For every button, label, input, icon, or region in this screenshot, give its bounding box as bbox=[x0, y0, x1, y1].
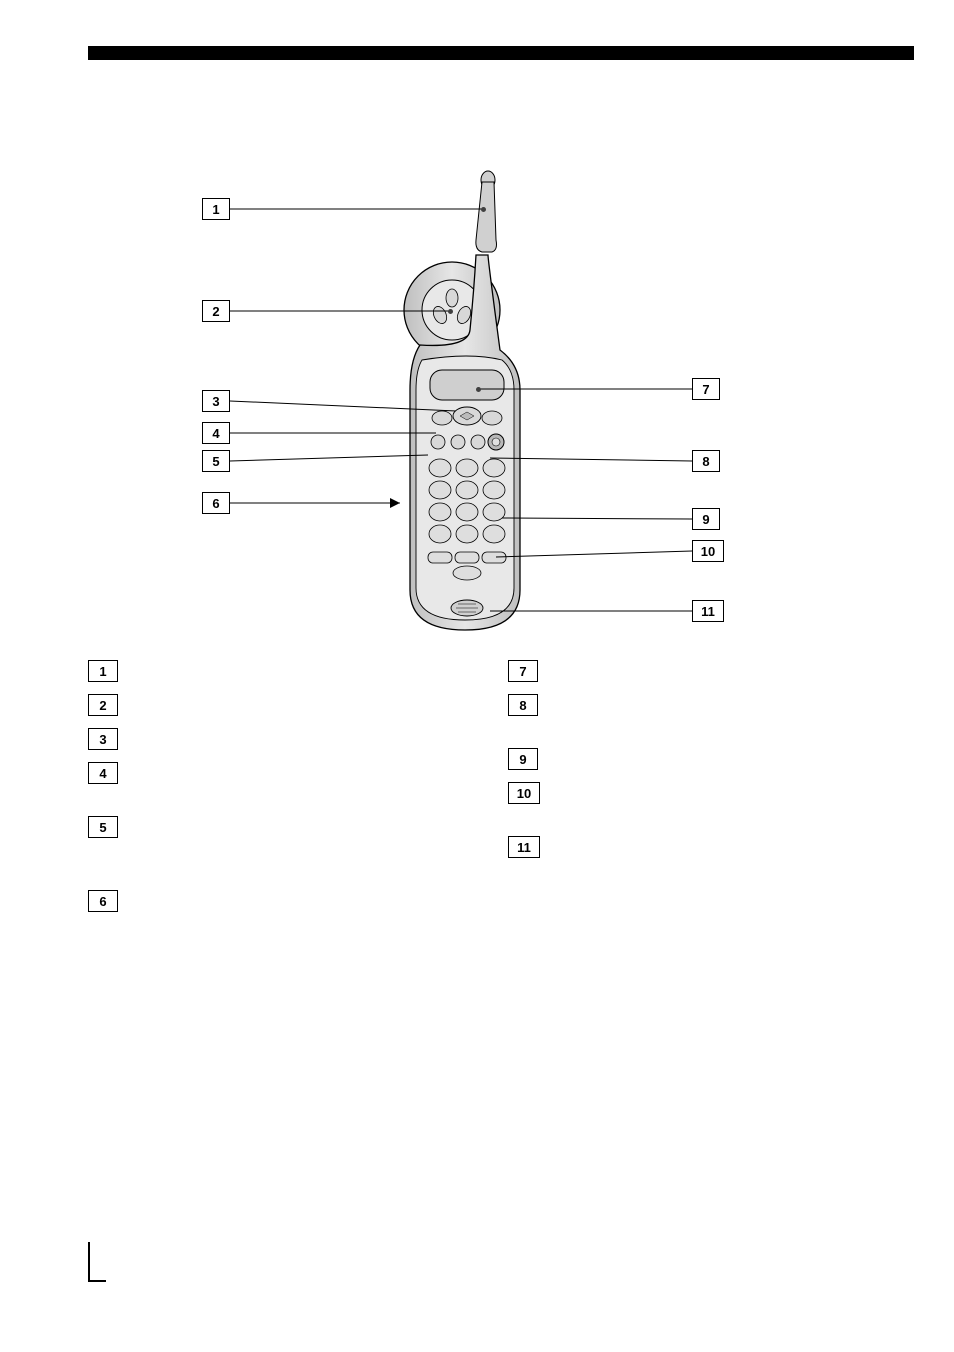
legend-item-5: 5 bbox=[88, 816, 468, 880]
callout-box-3: 3 bbox=[202, 390, 230, 412]
legend-number-5: 5 bbox=[88, 816, 118, 838]
legend-column-right: 7 8 9 10 11 bbox=[508, 660, 888, 924]
callout-arrow-6 bbox=[390, 498, 400, 508]
legend-number-6: 6 bbox=[88, 890, 118, 912]
legend-item-4: 4 bbox=[88, 762, 468, 806]
legend-number-9: 9 bbox=[508, 748, 538, 770]
callout-box-8: 8 bbox=[692, 450, 720, 472]
callout-dot-1 bbox=[481, 207, 486, 212]
callout-dot-2 bbox=[448, 309, 453, 314]
legend-number-3: 3 bbox=[88, 728, 118, 750]
callout-box-7: 7 bbox=[692, 378, 720, 400]
legend: 1 2 3 4 5 6 7 8 9 10 11 bbox=[88, 660, 888, 924]
callout-box-11: 11 bbox=[692, 600, 724, 622]
handset-illustration bbox=[370, 160, 560, 640]
legend-item-3: 3 bbox=[88, 728, 468, 752]
legend-column-left: 1 2 3 4 5 6 bbox=[88, 660, 468, 924]
legend-item-1: 1 bbox=[88, 660, 468, 684]
legend-item-9: 9 bbox=[508, 748, 888, 772]
callout-box-5: 5 bbox=[202, 450, 230, 472]
callout-dot-7 bbox=[476, 387, 481, 392]
legend-item-8: 8 bbox=[508, 694, 888, 738]
page-corner-mark bbox=[88, 1242, 90, 1282]
legend-number-10: 10 bbox=[508, 782, 540, 804]
callout-box-9: 9 bbox=[692, 508, 720, 530]
callout-box-1: 1 bbox=[202, 198, 230, 220]
legend-number-4: 4 bbox=[88, 762, 118, 784]
legend-item-2: 2 bbox=[88, 694, 468, 718]
legend-item-7: 7 bbox=[508, 660, 888, 684]
legend-number-11: 11 bbox=[508, 836, 540, 858]
handset-diagram: 1 2 3 4 5 6 7 8 9 10 11 bbox=[0, 160, 954, 640]
legend-item-6: 6 bbox=[88, 890, 468, 914]
callout-box-2: 2 bbox=[202, 300, 230, 322]
legend-item-11: 11 bbox=[508, 836, 888, 860]
callout-box-4: 4 bbox=[202, 422, 230, 444]
header-rule bbox=[88, 46, 914, 60]
callout-box-6: 6 bbox=[202, 492, 230, 514]
legend-item-10: 10 bbox=[508, 782, 888, 826]
legend-number-7: 7 bbox=[508, 660, 538, 682]
callout-box-10: 10 bbox=[692, 540, 724, 562]
legend-number-2: 2 bbox=[88, 694, 118, 716]
legend-number-8: 8 bbox=[508, 694, 538, 716]
legend-number-1: 1 bbox=[88, 660, 118, 682]
